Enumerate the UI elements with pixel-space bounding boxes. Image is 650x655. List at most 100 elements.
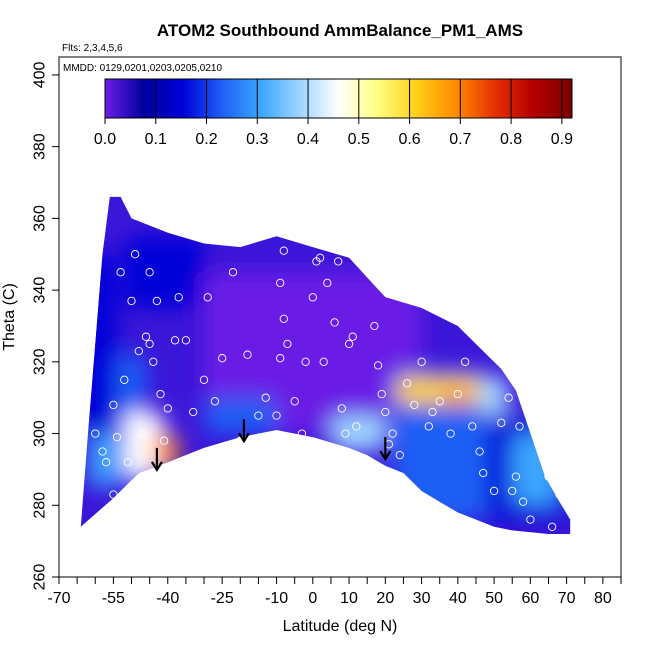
observation-point [475, 447, 484, 456]
observation-point [228, 268, 238, 277]
observation-point [276, 354, 285, 363]
observation-point [91, 429, 100, 438]
observation-point [435, 397, 444, 406]
colorbar-tick-label: 0.9 [551, 131, 573, 148]
observation-point [348, 332, 357, 341]
observation-point [145, 268, 154, 277]
x-tick-label: -55 [102, 590, 125, 607]
observation-point [323, 278, 332, 288]
observation-point [138, 429, 147, 438]
observation-points [65, 246, 564, 531]
observation-point [489, 486, 499, 496]
observation-point [468, 422, 477, 431]
colorbar-tick-label: 0.2 [195, 131, 217, 148]
y-tick-label: 340 [32, 277, 49, 304]
y-axis: 260 280 300 320 340 360 380 400 [32, 61, 59, 590]
observation-point [344, 339, 354, 349]
x-tick-label: -40 [156, 590, 179, 607]
observation-point [65, 468, 75, 478]
observation-point [533, 429, 542, 438]
observation-point [145, 339, 154, 349]
observation-point [308, 293, 317, 302]
observation-point [120, 375, 129, 384]
x-tick-label: 10 [340, 590, 358, 607]
observation-point [109, 400, 118, 410]
arrow-marker [237, 419, 250, 444]
observation-point [330, 318, 339, 327]
observation-point [373, 361, 383, 370]
observation-point [109, 490, 118, 499]
observation-point [83, 375, 93, 384]
observation-point [276, 278, 285, 288]
plot-area: MMDD: 0129,0201,0203,0205,0210 0.0 0.1 0.2… [58, 56, 622, 578]
observation-point [370, 321, 379, 331]
observation-point [381, 407, 390, 417]
arrow-markers [150, 419, 392, 472]
heatmap-cell [240, 325, 350, 362]
heatmap-cell [330, 415, 386, 452]
observation-point [337, 404, 346, 413]
observation-point [116, 268, 125, 277]
x-tick-label: 70 [558, 590, 576, 607]
x-axis: -70 -55 -40 -25 -10 0 10 20 30 40 50 60 70 80 [47, 577, 622, 607]
observation-point [301, 357, 310, 366]
observation-point [112, 432, 122, 442]
colorbar-ticks: 0.0 0.1 0.2 0.3 0.4 0.5 0.6 0.7 0.8 0.9 [94, 79, 573, 148]
observation-point [388, 429, 397, 438]
observation-point [149, 357, 158, 366]
y-tick-label: 320 [32, 348, 49, 375]
observation-point [377, 389, 386, 399]
x-tick-label: 40 [449, 590, 467, 607]
observation-point [76, 346, 85, 356]
x-tick-label: -10 [265, 590, 288, 607]
observation-point [203, 293, 212, 302]
colorbar-tick-label: 0.7 [449, 131, 471, 148]
observation-point [130, 250, 140, 259]
observation-point [359, 257, 368, 266]
arrow-marker [150, 447, 163, 472]
observation-point [508, 486, 517, 496]
y-axis-label: Theta (C) [1, 283, 18, 351]
observation-point [511, 472, 521, 481]
observation-point [261, 393, 270, 402]
observation-point [156, 389, 165, 399]
observation-point [297, 429, 307, 438]
observation-point [395, 450, 404, 460]
observation-point [254, 411, 263, 420]
x-axis-label: Latitude (deg N) [283, 618, 398, 635]
colorbar: 0.0 0.1 0.2 0.3 0.4 0.5 0.6 0.7 0.8 0.9 [94, 78, 573, 148]
observation-point [504, 393, 513, 402]
observation-point [417, 357, 426, 366]
observation-point [453, 389, 462, 399]
observation-point [159, 436, 169, 445]
observation-point [272, 411, 281, 420]
observation-point [363, 257, 372, 266]
observation-point [243, 350, 252, 359]
observation-point [134, 346, 143, 356]
observation-point [123, 458, 133, 467]
heatmap-regions [80, 236, 567, 520]
observation-point [279, 246, 288, 255]
x-tick-label: 80 [594, 590, 612, 607]
observation-point [279, 314, 288, 323]
observation-point [218, 354, 227, 363]
y-tick-label: 280 [32, 492, 49, 519]
observation-point [352, 422, 361, 431]
heatmap-cell [124, 236, 205, 309]
observation-point [210, 397, 220, 406]
observation-point [189, 407, 198, 417]
observation-point [101, 458, 111, 467]
observation-point [174, 293, 183, 302]
heatmap-cell [439, 390, 476, 402]
colorbar-tick-label: 0.6 [398, 131, 420, 148]
observation-point [127, 296, 136, 306]
observation-point [460, 357, 470, 366]
heatmap-cell [204, 397, 277, 434]
x-tick-label: 20 [376, 590, 394, 607]
colorbar-tick-label: 0.0 [94, 131, 116, 148]
observation-point [152, 296, 162, 306]
observation-point [424, 422, 433, 431]
x-tick-label: 30 [413, 590, 431, 607]
colorbar-tick-label: 0.3 [246, 131, 268, 148]
